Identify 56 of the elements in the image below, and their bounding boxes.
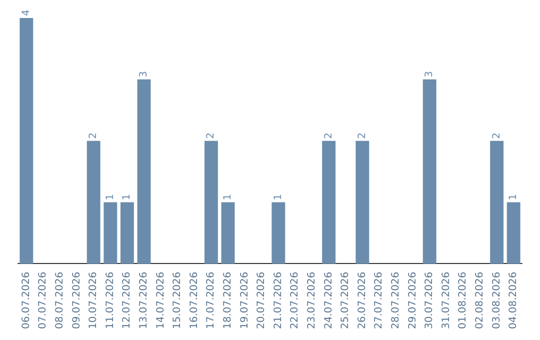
data-label: 2 (323, 132, 334, 139)
x-tick-label: 17.07.2026 (206, 272, 217, 330)
x-tick-label: 07.07.2026 (38, 272, 49, 330)
data-label: 1 (272, 194, 284, 200)
bar (104, 202, 118, 264)
data-label: 2 (356, 132, 368, 139)
x-tick-label: 08.07.2026 (54, 272, 66, 330)
x-tick-label: 06.07.2026 (20, 272, 32, 330)
x-tick-label: 11.07.2026 (104, 272, 116, 330)
data-label: 1 (122, 194, 133, 200)
data-label: 2 (206, 132, 217, 139)
x-tick-label: 27.07.2026 (374, 272, 385, 330)
data-label: 4 (20, 10, 32, 16)
x-tick-label: 02.08.2026 (474, 272, 486, 330)
x-tick-label: 19.07.2026 (239, 272, 250, 330)
x-tick-label: 01.08.2026 (458, 272, 469, 330)
data-label: 2 (88, 132, 100, 139)
x-tick-label: 26.07.2026 (356, 272, 368, 330)
x-tick-label: 10.07.2026 (88, 272, 100, 330)
data-label: 3 (424, 71, 436, 78)
x-tick-label: 20.07.2026 (256, 272, 268, 330)
data-label: 3 (138, 71, 150, 78)
bar (422, 79, 436, 264)
bar (272, 202, 286, 264)
bar (20, 18, 34, 264)
data-label: 1 (104, 194, 116, 200)
x-tick-label: 28.07.2026 (390, 272, 402, 330)
x-tick-label: 21.07.2026 (272, 272, 284, 330)
x-tick-label: 14.07.2026 (155, 272, 166, 330)
bar (204, 140, 218, 264)
data-label: 2 (491, 132, 502, 139)
bar (86, 140, 100, 264)
data-label: 1 (508, 194, 520, 200)
x-tick-label: 16.07.2026 (188, 272, 200, 330)
x-tick-label: 25.07.2026 (340, 272, 352, 330)
bar (137, 79, 151, 264)
data-label: 1 (222, 194, 234, 200)
bar (221, 202, 235, 264)
bar (490, 140, 504, 264)
x-tick-label: 22.07.2026 (290, 272, 301, 330)
x-tick-label: 09.07.2026 (71, 272, 82, 330)
bar (506, 202, 520, 264)
x-tick-label: 13.07.2026 (138, 272, 150, 330)
x-tick-label: 18.07.2026 (222, 272, 234, 330)
x-tick-label: 04.08.2026 (508, 272, 520, 330)
x-tick-label: 15.07.2026 (172, 272, 184, 330)
x-tick-label: 24.07.2026 (323, 272, 334, 330)
x-tick-label: 31.07.2026 (440, 272, 452, 330)
x-tick-label: 12.07.2026 (122, 272, 133, 330)
x-tick-label: 23.07.2026 (306, 272, 318, 330)
x-tick-label: 30.07.2026 (424, 272, 436, 330)
bar (120, 202, 134, 264)
bar (322, 140, 336, 264)
x-tick-label: 03.08.2026 (491, 272, 502, 330)
bar (356, 140, 370, 264)
x-tick-label: 29.07.2026 (407, 272, 418, 330)
